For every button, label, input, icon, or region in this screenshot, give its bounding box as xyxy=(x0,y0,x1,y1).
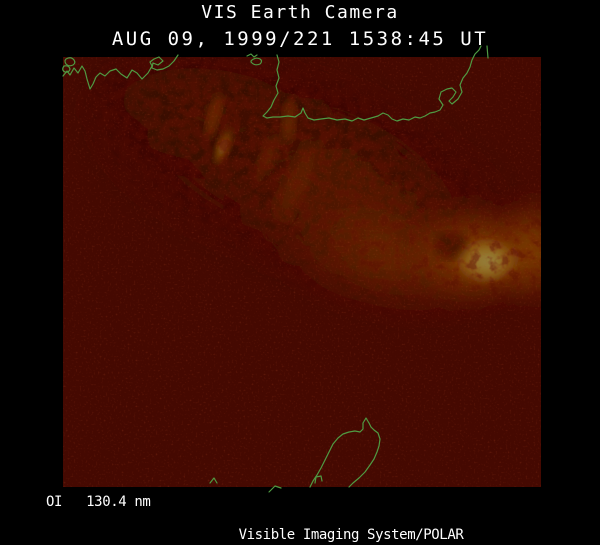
credit-block: Visible Imaging System/POLAR The Univers… xyxy=(186,493,516,545)
page-title: VIS Earth Camera xyxy=(201,2,399,23)
coastline-overlay xyxy=(62,45,489,493)
noise-speckle-layer xyxy=(63,57,541,487)
timestamp: AUG 09, 1999/221 1538:45 UT xyxy=(111,28,489,50)
wavelength-label: OI 130.4 nm xyxy=(46,494,151,510)
credit-line-instrument: Visible Imaging System/POLAR xyxy=(238,527,464,543)
